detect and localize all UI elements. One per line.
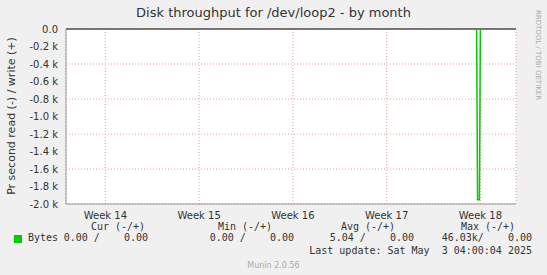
svg-text:-0.2 k: -0.2 k [30, 41, 59, 52]
html-text:0.00 / 0.00: 0.00 / 0.00 [209, 232, 294, 243]
html-text:Min (-/+): Min (-/+) [217, 221, 273, 232]
svg-text:0.0: 0.0 [42, 24, 58, 35]
html-text:0.00 / 0.00: 0.00 / 0.00 [63, 232, 148, 243]
html-text:Avg (-/+): Avg (-/+) [340, 221, 396, 232]
svg-text:Week 15: Week 15 [177, 210, 220, 221]
svg-text:-1.0 k: -1.0 k [30, 111, 59, 122]
html-text:Last update: Sat May 3 04:00:0: Last update: Sat May 3 04:00:04 2025 [309, 245, 532, 256]
svg-text:-0.4 k: -0.4 k [30, 59, 59, 70]
svg-text:Week 17: Week 17 [365, 210, 408, 221]
svg-text:-1.4 k: -1.4 k [30, 146, 59, 157]
html-text:Pr second read (-) / write (+): Pr second read (-) / write (+) [5, 37, 18, 195]
html-text:46.03k/ 0.00: 46.03k/ 0.00 [441, 232, 532, 243]
svg-text:-1.6 k: -1.6 k [30, 164, 59, 175]
svg-text:-1.8 k: -1.8 k [30, 181, 59, 192]
html-text:5.04 / 0.00: 5.04 / 0.00 [329, 232, 414, 243]
html-text:Bytes: Bytes [28, 232, 59, 243]
html-text:Max (-/+): Max (-/+) [460, 221, 516, 232]
html-text:Munin 2.0.56: Munin 2.0.56 [247, 261, 300, 270]
svg-text:-2.0 k: -2.0 k [30, 199, 59, 210]
svg-text:-0.8 k: -0.8 k [30, 94, 59, 105]
html-text:Disk throughput for /dev/loop2: Disk throughput for /dev/loop2 - by mont… [136, 5, 411, 20]
svg-text:Week 18: Week 18 [459, 210, 502, 221]
html-text:RRDTOOL / TOBI OETIKER: RRDTOOL / TOBI OETIKER [534, 9, 542, 101]
svg-text:Week 14: Week 14 [84, 210, 127, 221]
html-text:Cur (-/+): Cur (-/+) [90, 221, 146, 232]
svg-text:-0.6 k: -0.6 k [30, 76, 59, 87]
svg-text:Week 16: Week 16 [271, 210, 314, 221]
svg-text:-1.2 k: -1.2 k [30, 129, 59, 140]
